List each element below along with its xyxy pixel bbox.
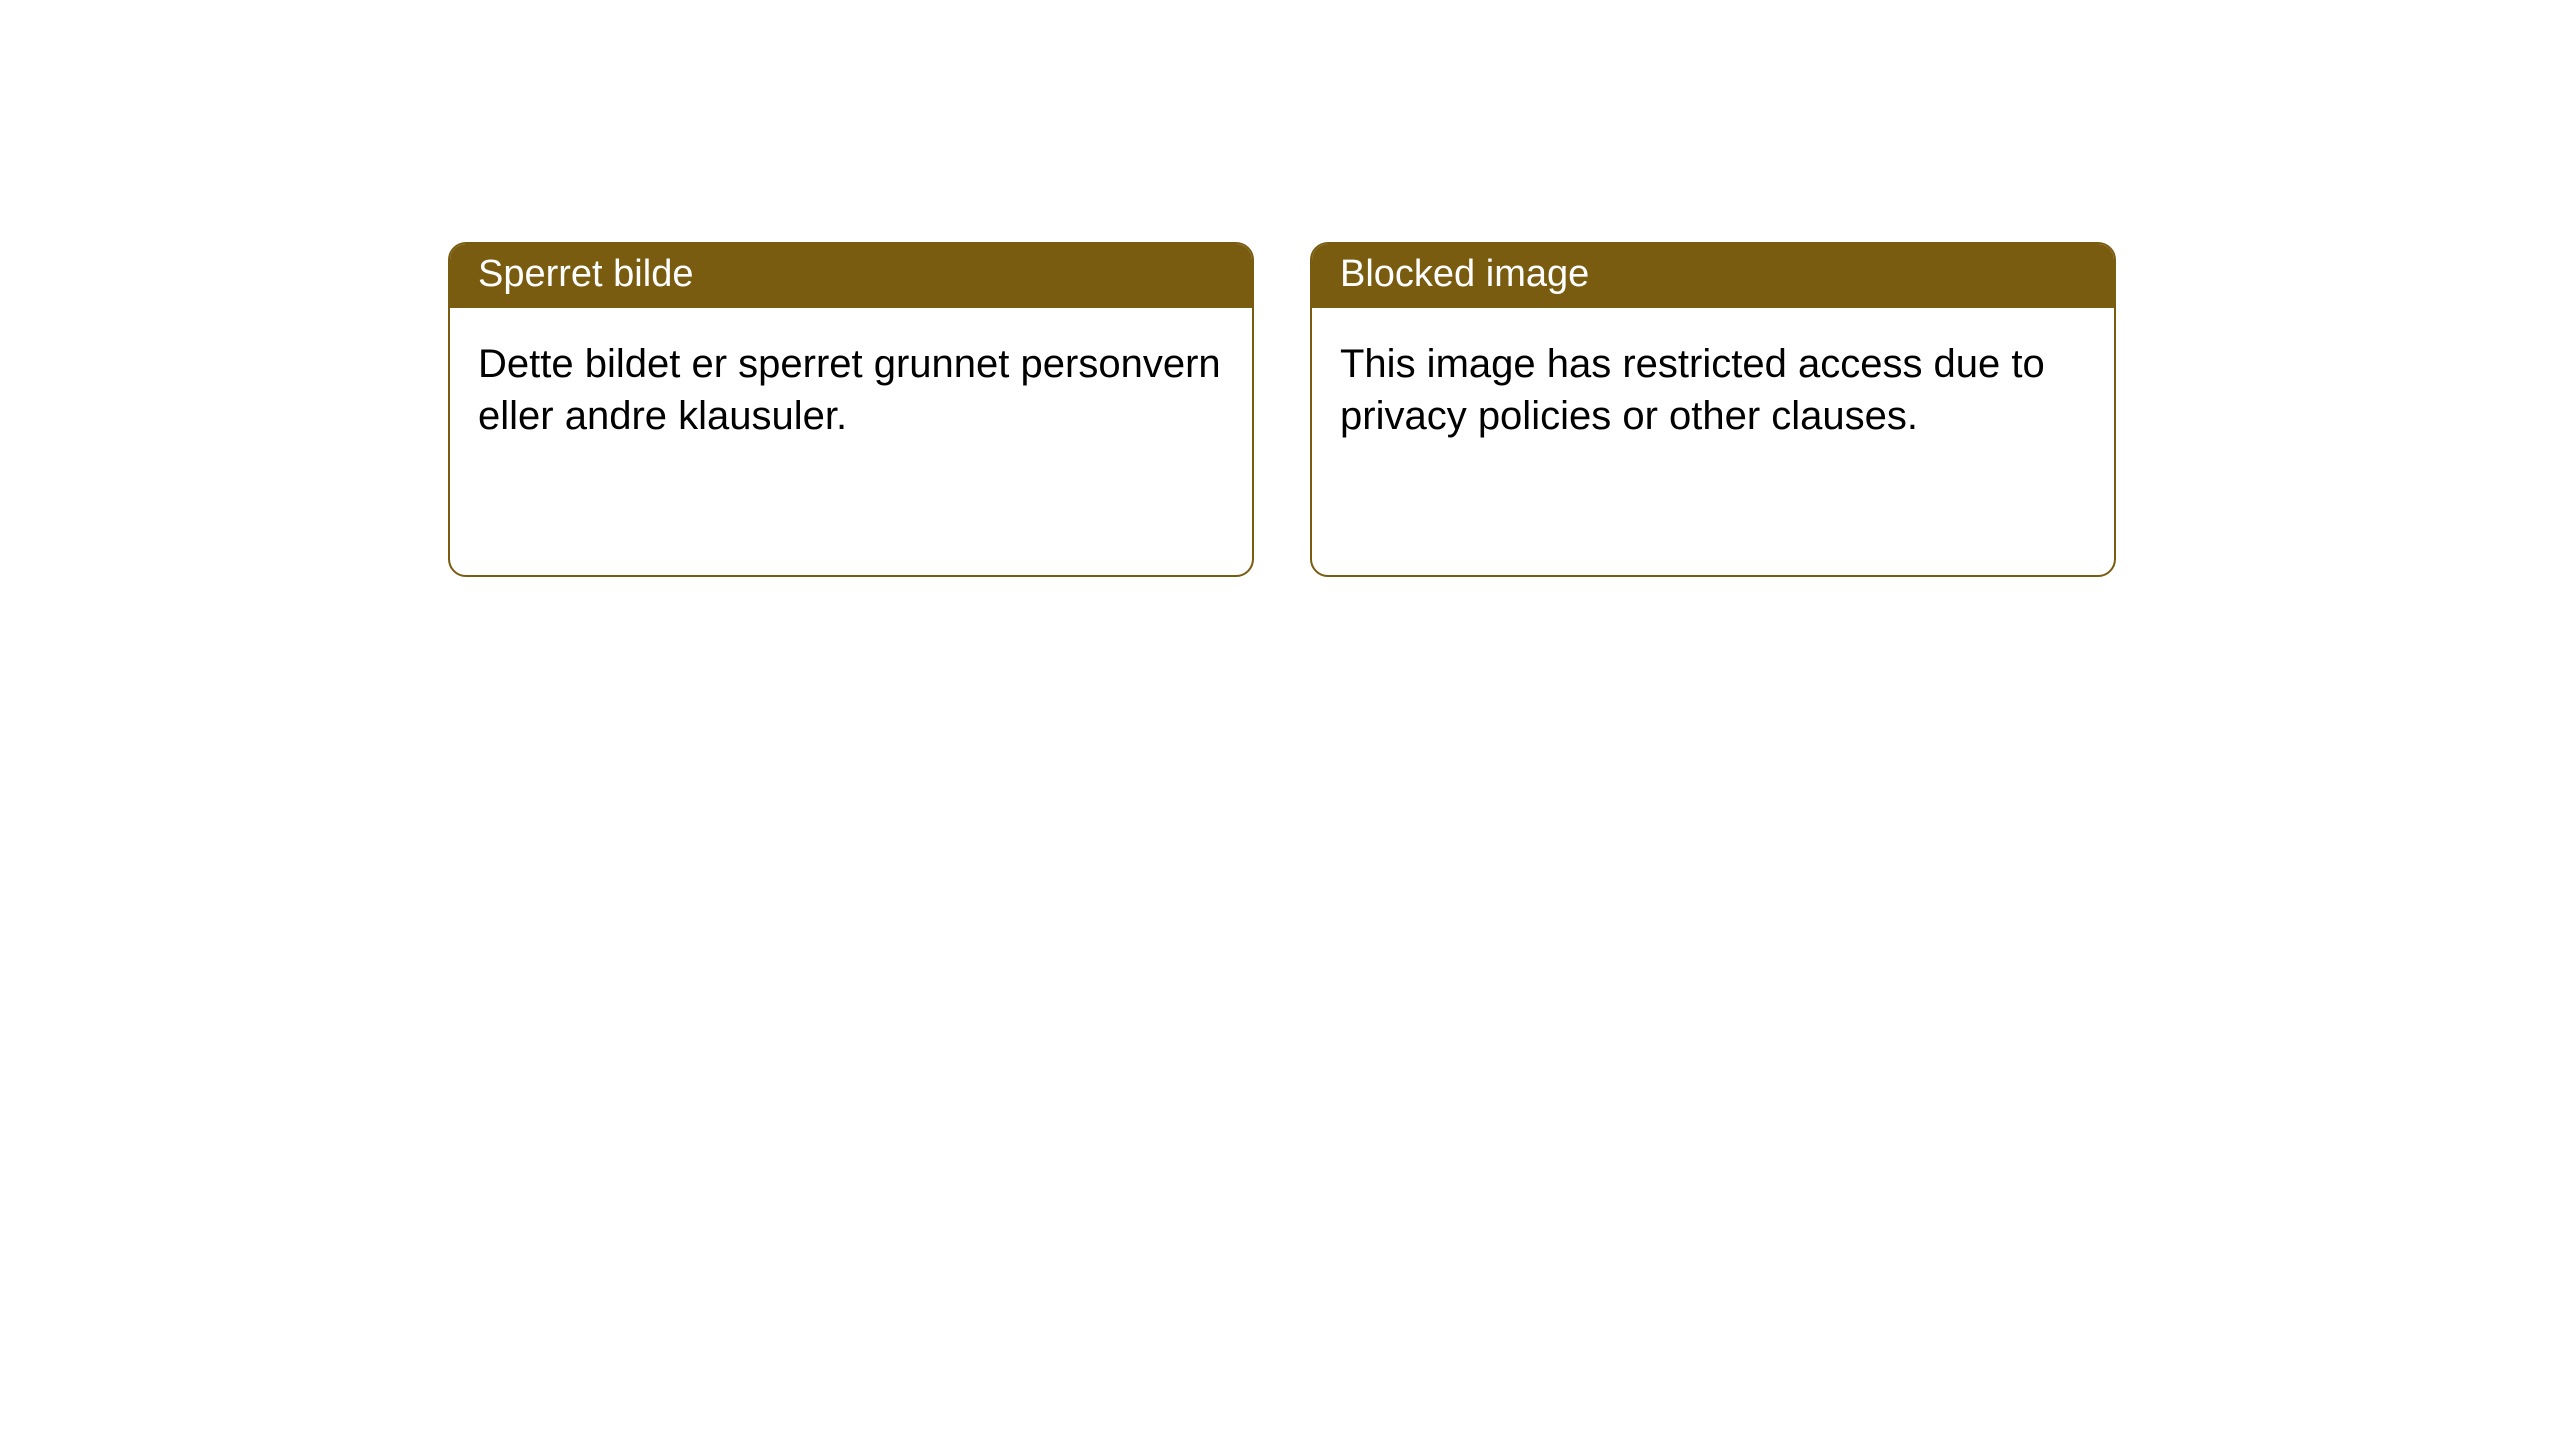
notice-header: Blocked image [1312,244,2114,308]
notice-card-norwegian: Sperret bilde Dette bildet er sperret gr… [448,242,1254,577]
notice-body: This image has restricted access due to … [1312,308,2114,472]
notice-header: Sperret bilde [450,244,1252,308]
notice-card-english: Blocked image This image has restricted … [1310,242,2116,577]
notice-body: Dette bildet er sperret grunnet personve… [450,308,1252,472]
notice-container: Sperret bilde Dette bildet er sperret gr… [0,0,2560,577]
